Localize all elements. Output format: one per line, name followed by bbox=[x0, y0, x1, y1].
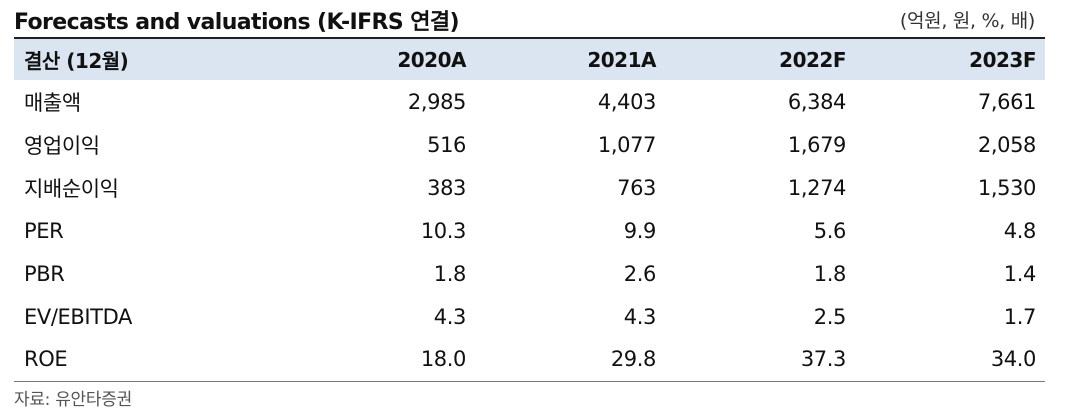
row-label: PBR bbox=[24, 261, 65, 286]
header-cell-2020a: 2020A bbox=[397, 47, 466, 72]
table-row: EV/EBITDA 4.3 4.3 2.5 1.7 bbox=[14, 295, 1045, 338]
table-cell: 1,274 bbox=[787, 175, 847, 200]
table-cell: 2,058 bbox=[977, 132, 1037, 157]
table-cell: 1.7 bbox=[1003, 304, 1037, 329]
table-cell: 1,679 bbox=[787, 132, 847, 157]
table-cell: 1,077 bbox=[597, 132, 657, 157]
header-cell-2022f: 2022F bbox=[779, 47, 846, 72]
table-row: ROE 18.0 29.8 37.3 34.0 bbox=[14, 338, 1045, 381]
table-cell: 7,661 bbox=[977, 89, 1037, 114]
row-label: 매출액 bbox=[24, 90, 81, 115]
row-label: EV/EBITDA bbox=[24, 304, 132, 329]
table-cell: 383 bbox=[427, 175, 466, 200]
row-label: 지배순이익 bbox=[24, 176, 119, 201]
table-cell: 6,384 bbox=[787, 89, 847, 114]
table-row: PER 10.3 9.9 5.6 4.8 bbox=[14, 209, 1045, 252]
table-cell: 2.6 bbox=[623, 261, 657, 286]
table-cell: 9.9 bbox=[623, 218, 657, 243]
table-cell: 4.8 bbox=[1003, 218, 1037, 243]
forecast-table: 결산 (12월) 2020A 2021A 2022F 2023F 매출액 2,9… bbox=[14, 37, 1045, 382]
table-cell: 29.8 bbox=[610, 347, 657, 372]
source-note: 자료: 유안타증권 bbox=[14, 390, 132, 410]
table-title: Forecasts and valuations (K-IFRS 연결) bbox=[14, 10, 460, 35]
table-cell: 1.4 bbox=[1003, 261, 1037, 286]
table-cell: 37.3 bbox=[800, 347, 847, 372]
table-row: 지배순이익 383 763 1,274 1,530 bbox=[14, 166, 1045, 209]
table-cell: 516 bbox=[427, 132, 466, 157]
table-row: 매출액 2,985 4,403 6,384 7,661 bbox=[14, 80, 1045, 123]
table-cell: 4.3 bbox=[433, 304, 467, 329]
table-cell: 5.6 bbox=[813, 218, 847, 243]
table-cell: 34.0 bbox=[990, 347, 1037, 372]
table-row: 영업이익 516 1,077 1,679 2,058 bbox=[14, 123, 1045, 166]
table-cell: 763 bbox=[617, 175, 656, 200]
header-cell-2021a: 2021A bbox=[587, 47, 656, 72]
table-cell: 18.0 bbox=[420, 347, 467, 372]
header-cell-label: 결산 (12월) bbox=[24, 49, 129, 73]
row-label: 영업이익 bbox=[24, 133, 100, 158]
table-cell: 1,530 bbox=[977, 175, 1037, 200]
table-cell: 4.3 bbox=[623, 304, 657, 329]
table-cell: 10.3 bbox=[420, 218, 467, 243]
row-label: PER bbox=[24, 218, 64, 243]
row-label: ROE bbox=[24, 347, 68, 372]
table-cell: 1.8 bbox=[813, 261, 847, 286]
table-cell: 2.5 bbox=[813, 304, 847, 329]
unit-note: (억원, 원, %, 배) bbox=[899, 10, 1035, 32]
table-cell: 1.8 bbox=[433, 261, 467, 286]
table-cell: 4,403 bbox=[597, 89, 657, 114]
header-row: 결산 (12월) 2020A 2021A 2022F 2023F bbox=[14, 38, 1045, 80]
header-cell-2023f: 2023F bbox=[969, 47, 1036, 72]
table-cell: 2,985 bbox=[407, 89, 467, 114]
table-row: PBR 1.8 2.6 1.8 1.4 bbox=[14, 252, 1045, 295]
